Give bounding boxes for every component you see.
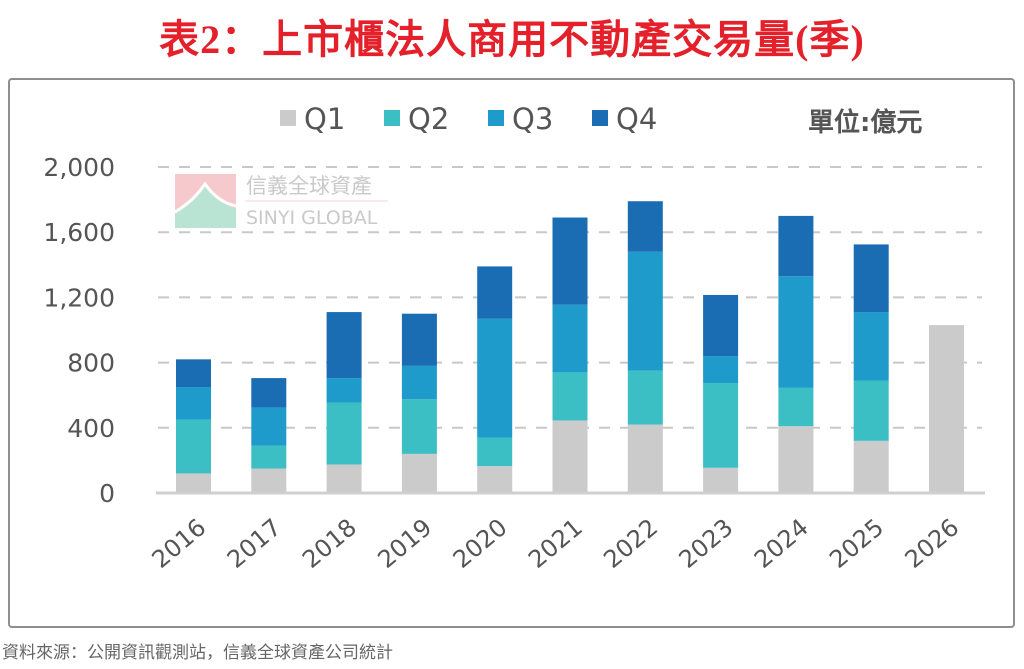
bar-2021-q4 [552, 217, 588, 305]
bar-2020-q3 [477, 318, 513, 438]
bar-2025-q1 [853, 440, 889, 493]
legend-item-q1: Q1 [280, 102, 345, 136]
legend-swatch [384, 110, 400, 126]
bar-2024-q4 [778, 215, 814, 277]
bar-2026-q1 [929, 325, 964, 493]
bar-stack-2025 [853, 244, 889, 493]
bar-2025-q4 [853, 244, 889, 313]
x-tick-label: 2025 [824, 513, 889, 574]
legend-swatch [488, 110, 504, 126]
bar-2022-q4 [627, 201, 663, 252]
bar-2017-q4 [251, 378, 287, 408]
bar-2020-q4 [477, 266, 513, 319]
source-note: 資料來源：公開資訊觀測站，信義全球資產公司統計 [2, 643, 393, 663]
bar-2018-q1 [326, 464, 362, 493]
chart-title: 表2：上市櫃法人商用不動產交易量(季) [159, 17, 865, 62]
bar-2017-q3 [251, 407, 287, 446]
bar-2020-q1 [477, 466, 513, 493]
unit-label: 單位:億元 [808, 107, 922, 138]
sinyi-global-watermark: 信義全球資產 SINYI GLOBAL [174, 174, 388, 229]
y-tick-label: 1,200 [43, 283, 115, 312]
bar-2023-q2 [703, 382, 739, 468]
x-tick-label: 2024 [749, 513, 814, 574]
x-tick-label: 2023 [674, 513, 739, 574]
bar-stack-2022 [627, 201, 663, 493]
bar-2019-q2 [401, 399, 437, 454]
bar-2024-q1 [778, 426, 814, 493]
bar-stack-2019 [401, 313, 437, 493]
x-tick-label: 2026 [900, 513, 965, 574]
bar-2023-q3 [703, 356, 739, 383]
legend-label: Q3 [512, 102, 553, 136]
bar-2018-q3 [326, 378, 362, 403]
watermark-name-en: SINYI GLOBAL [246, 207, 378, 229]
bar-2016-q2 [176, 419, 211, 474]
bar-2019-q1 [401, 453, 437, 493]
x-tick-label: 2021 [523, 513, 588, 574]
x-tick-label: 2017 [222, 513, 287, 574]
legend-label: Q4 [616, 102, 657, 136]
watermark-name-cn: 信義全球資產 [246, 174, 372, 198]
bar-2021-q1 [552, 420, 588, 493]
bar-stack-2017 [251, 378, 287, 493]
bar-stack-2024 [778, 215, 814, 493]
bar-2016-q3 [176, 387, 211, 420]
bar-2020-q2 [477, 437, 513, 467]
x-tick-label: 2016 [147, 513, 212, 574]
x-tick-label: 2019 [372, 513, 437, 574]
bar-2023-q4 [703, 294, 739, 357]
sinyi-logo-icon [174, 174, 237, 228]
legend: Q1 Q2 Q3 Q4 [280, 102, 657, 136]
bar-2018-q4 [326, 312, 362, 379]
bar-stack-2021 [552, 217, 588, 493]
legend-item-q3: Q3 [488, 102, 553, 136]
bar-2017-q2 [251, 445, 287, 469]
x-tick-label: 2020 [448, 513, 513, 574]
bar-2025-q3 [853, 312, 889, 381]
y-tick-label: 400 [67, 414, 115, 443]
y-tick-label: 0 [99, 479, 115, 508]
y-tick-label: 1,600 [43, 218, 115, 247]
bar-2021-q2 [552, 372, 588, 421]
legend-swatch [280, 110, 296, 126]
x-tick-label: 2022 [598, 513, 663, 574]
bar-stack-2023 [703, 294, 739, 493]
legend-item-q2: Q2 [384, 102, 449, 136]
bars [176, 201, 964, 493]
legend-label: Q2 [408, 102, 449, 136]
y-axis: 0 400 800 1,200 1,600 2,000 [43, 153, 115, 508]
bar-stack-2020 [477, 266, 513, 493]
x-axis: 2016 2017 2018 2019 2020 2021 2022 2023 2024 2025… [147, 513, 965, 574]
bar-2023-q1 [703, 467, 739, 493]
bar-2024-q2 [778, 387, 814, 427]
bar-stack-2018 [326, 312, 362, 493]
bar-2025-q2 [853, 380, 889, 441]
bar-2022-q1 [627, 424, 663, 493]
bar-stack-2016 [176, 359, 211, 493]
bar-2021-q3 [552, 304, 588, 373]
bar-2017-q1 [251, 468, 287, 493]
legend-swatch [592, 110, 608, 126]
legend-item-q4: Q4 [592, 102, 657, 136]
legend-label: Q1 [304, 102, 345, 136]
x-tick-label: 2018 [297, 513, 362, 574]
bar-2019-q4 [401, 313, 437, 366]
y-tick-label: 800 [67, 349, 115, 378]
bar-2016-q4 [176, 359, 211, 388]
bar-2022-q3 [627, 251, 663, 371]
bar-2016-q1 [176, 473, 211, 493]
bar-2019-q3 [401, 365, 437, 400]
y-tick-label: 2,000 [43, 153, 115, 182]
bar-2022-q2 [627, 370, 663, 425]
bar-stack-2026 [929, 325, 964, 493]
bar-2018-q2 [326, 402, 362, 465]
bar-2024-q3 [778, 276, 814, 388]
